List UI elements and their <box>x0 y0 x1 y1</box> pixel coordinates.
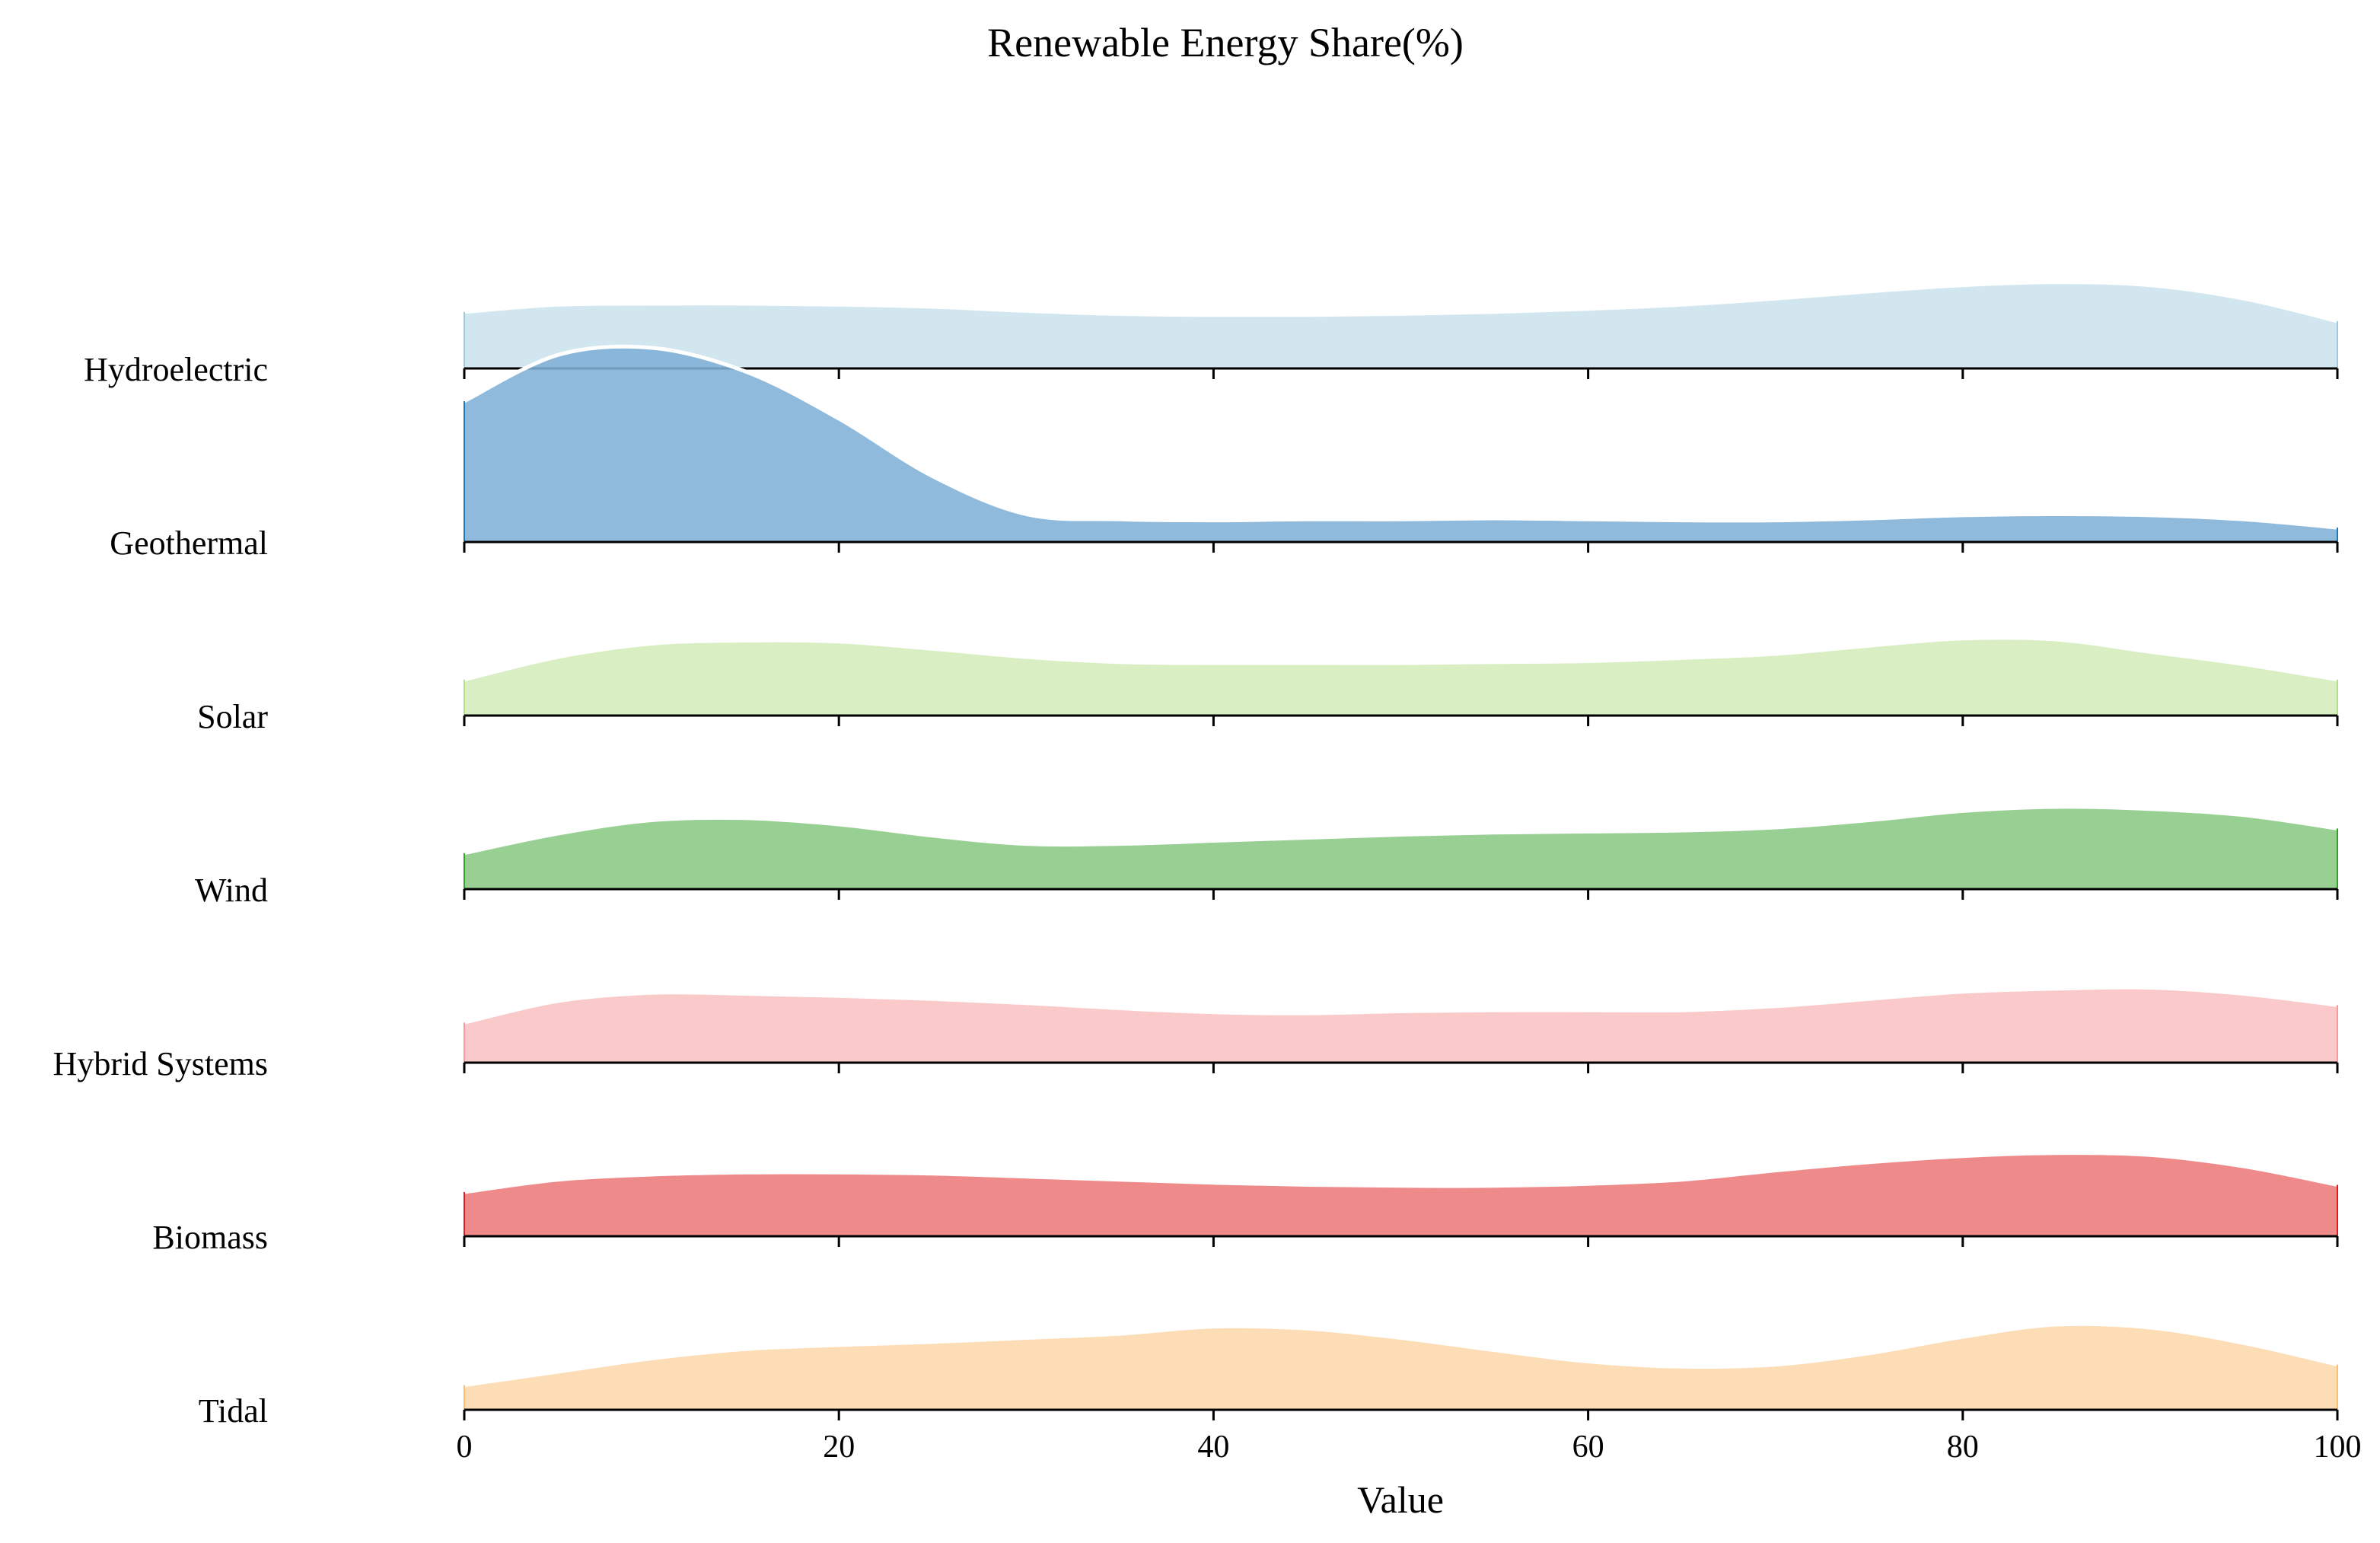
ridge-tidal: Tidal <box>199 1321 2338 1430</box>
x-tick-label: 40 <box>1197 1430 1229 1465</box>
ridge-outline-hybrid-systems <box>464 985 2338 1025</box>
ridge-outline-biomass <box>464 1151 2338 1194</box>
ridge-label-geothermal: Geothermal <box>110 524 268 562</box>
ridges: Hydroelectric Geothermal Solar Wind Hybrid S… <box>53 280 2339 1430</box>
ridge-biomass: Biomass <box>152 1151 2339 1256</box>
ridge-area-tidal <box>464 1324 2337 1410</box>
ridge-area-hybrid-systems <box>464 987 2337 1063</box>
x-axis: 0 20 40 60 80 100 <box>457 1410 2362 1465</box>
ridge-area-wind <box>464 806 2337 889</box>
ridge-wind: Wind <box>195 805 2339 909</box>
ridge-label-biomass: Biomass <box>152 1219 268 1256</box>
ridge-outline-geothermal <box>463 344 2338 530</box>
ridge-solar: Solar <box>197 636 2339 735</box>
ridge-area-geothermal <box>464 346 2337 542</box>
ridge-label-hybrid-systems: Hybrid Systems <box>53 1045 268 1082</box>
ridge-hydroelectric: Hydroelectric <box>84 280 2339 388</box>
ridge-outline-solar <box>464 636 2338 682</box>
ridge-geothermal: Geothermal <box>110 344 2339 562</box>
x-tick-label: 80 <box>1947 1430 1979 1465</box>
ridge-outline-wind <box>464 805 2338 856</box>
ridge-label-solar: Solar <box>197 698 268 735</box>
chart-title: Renewable Energy Share(%) <box>987 20 1464 65</box>
ridge-outline-tidal <box>464 1321 2338 1388</box>
ridge-area-biomass <box>464 1152 2337 1236</box>
ridge-label-hydroelectric: Hydroelectric <box>84 351 268 388</box>
x-tick-label: 20 <box>823 1430 855 1465</box>
ridge-hybrid-systems: Hybrid Systems <box>53 985 2339 1082</box>
ridge-label-tidal: Tidal <box>199 1392 268 1430</box>
ridge-area-solar <box>464 637 2337 716</box>
x-tick-label: 60 <box>1572 1430 1604 1465</box>
ridge-outline-hydroelectric <box>464 280 2338 324</box>
x-tick-label: 0 <box>457 1430 473 1465</box>
x-tick-label: 100 <box>2314 1430 2362 1465</box>
x-axis-label: Value <box>1357 1478 1444 1521</box>
ridge-area-hydroelectric <box>464 282 2337 368</box>
ridge-label-wind: Wind <box>195 872 268 909</box>
